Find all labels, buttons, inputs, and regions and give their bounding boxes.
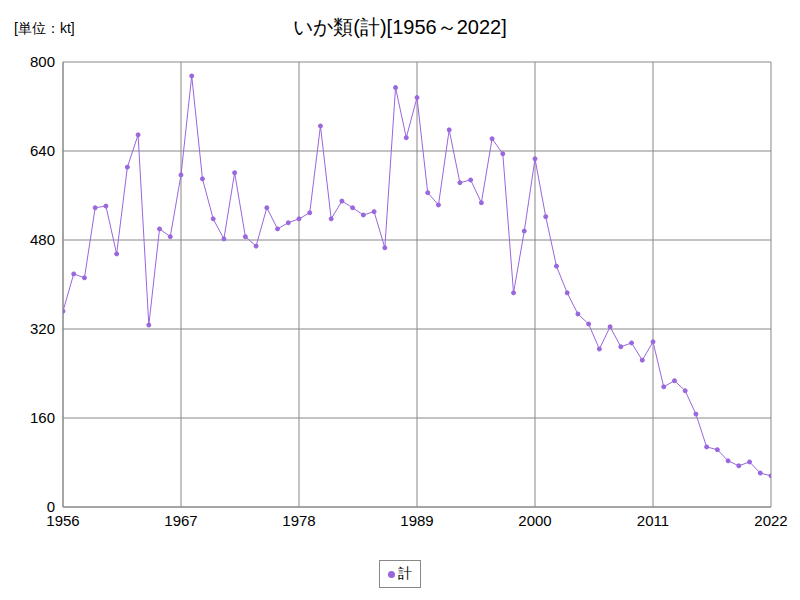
svg-text:2011: 2011 [637, 512, 669, 529]
svg-text:1956: 1956 [46, 511, 80, 529]
html-text:いか類(計)[1956～2022]: いか類(計)[1956～2022] [293, 16, 507, 38]
svg-text:1967: 1967 [164, 512, 197, 529]
svg-text:1989: 1989 [400, 512, 433, 529]
svg-text:0: 0 [47, 498, 55, 515]
svg-text:640: 640 [30, 142, 55, 159]
svg-text:160: 160 [30, 409, 55, 426]
html-text:[単位：kt]: [単位：kt] [14, 20, 75, 36]
svg-text:320: 320 [30, 320, 55, 337]
svg-text:2022: 2022 [754, 512, 787, 529]
svg-text:800: 800 [30, 53, 55, 70]
html-text:計: 計 [398, 565, 412, 581]
svg-text:480: 480 [30, 231, 55, 248]
svg-text:2000: 2000 [518, 512, 551, 529]
svg-text:1978: 1978 [282, 512, 315, 529]
